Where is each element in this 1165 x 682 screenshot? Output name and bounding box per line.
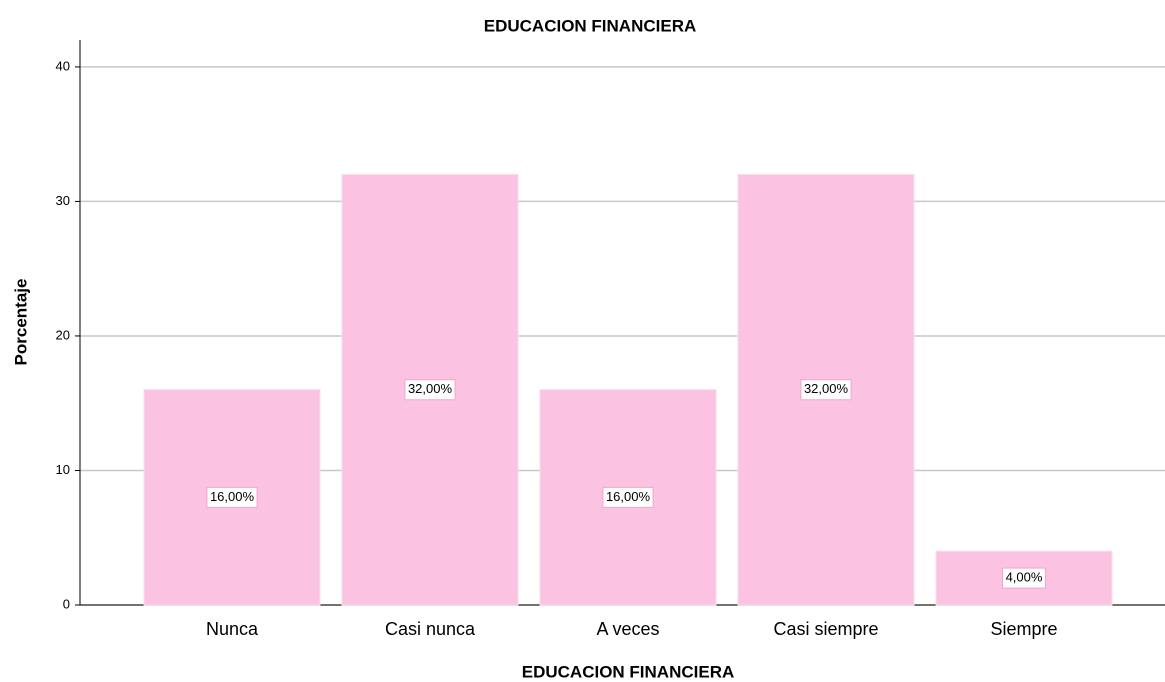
y-tick-label: 30 (56, 193, 70, 208)
x-axis-title: EDUCACION FINANCIERA (522, 662, 735, 681)
chart-title: EDUCACION FINANCIERA (484, 16, 697, 35)
x-tick-label: Casi nunca (385, 619, 476, 639)
value-label: 32,00% (804, 381, 849, 396)
y-tick-label: 10 (56, 462, 70, 477)
y-axis-title: Porcentaje (11, 279, 30, 366)
y-tick-label: 20 (56, 327, 70, 342)
y-tick-label: 40 (56, 58, 70, 73)
value-label: 32,00% (408, 381, 453, 396)
y-tick-label: 0 (63, 596, 70, 611)
x-tick-label: Nunca (206, 619, 259, 639)
x-tick-label: Siempre (990, 619, 1057, 639)
value-label-box (404, 379, 456, 401)
value-label: 16,00% (210, 489, 255, 504)
value-label-box (800, 379, 852, 401)
value-label: 4,00% (1006, 570, 1043, 585)
x-tick-label: Casi siempre (773, 619, 878, 639)
value-label-box (602, 486, 654, 508)
value-label: 16,00% (606, 489, 651, 504)
value-label-box (1002, 567, 1046, 589)
x-tick-label: A veces (596, 619, 659, 639)
value-label-box (206, 486, 258, 508)
